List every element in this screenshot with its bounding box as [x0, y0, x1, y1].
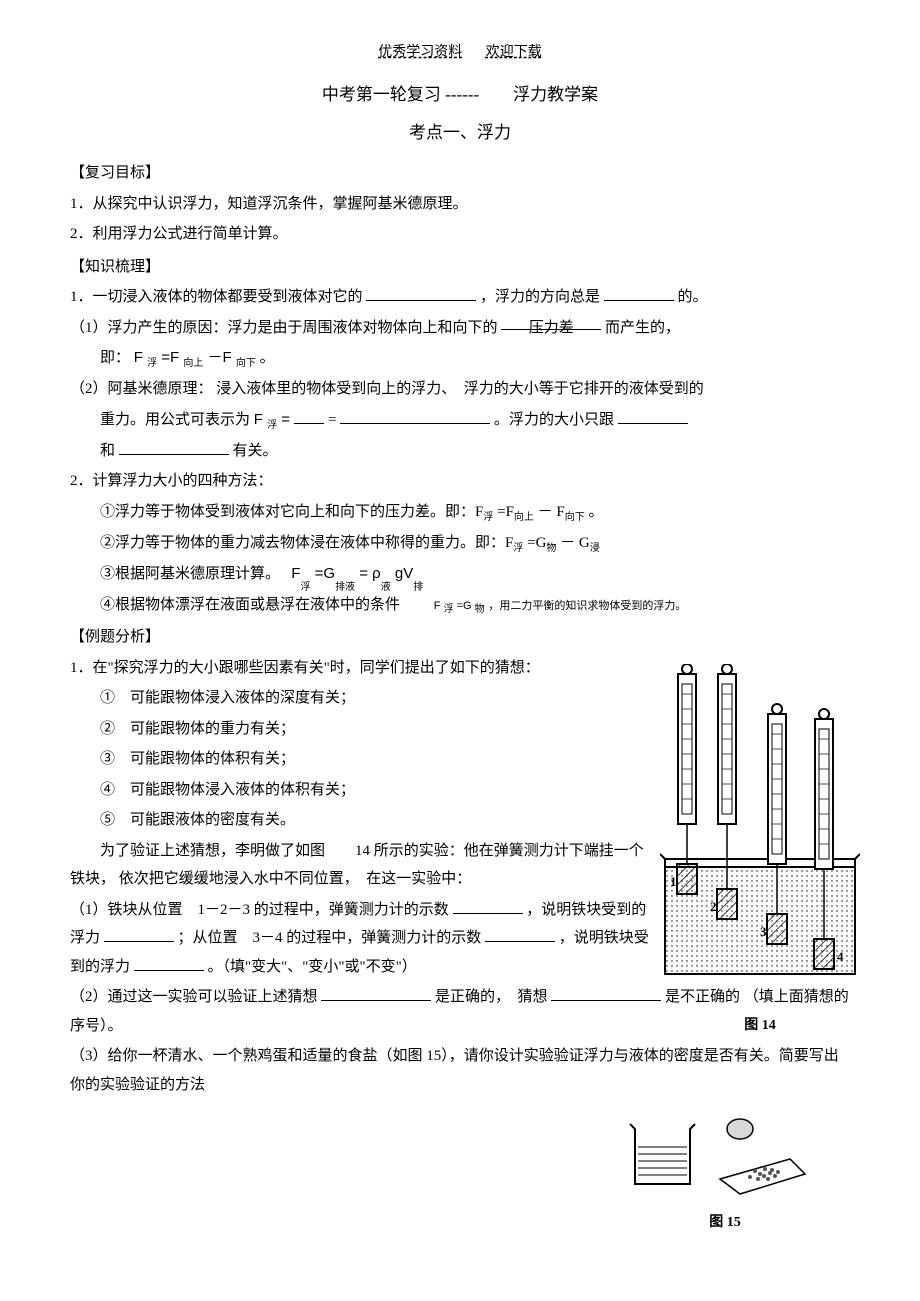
method-1: ①浮力等于物体受到液体对它向上和向下的压力差。即：F浮 =F向上 － F向下 。	[70, 498, 850, 527]
blank-fill[interactable]	[453, 898, 523, 914]
outline-p1-a: 1．一切浸入液体的物体都要受到液体对它的	[70, 289, 363, 305]
m1-c: － F	[538, 504, 565, 520]
outline-p3-b: 重力。用公式可表示为	[100, 412, 250, 428]
outline-p3-e: 有关。	[233, 443, 278, 459]
formula-lead: F 浮 =	[254, 411, 294, 428]
figure-15-label: 图 15	[640, 1210, 810, 1237]
svg-text:2: 2	[710, 899, 717, 914]
q1-opt-2: ② 可能跟物体的重力有关；	[70, 715, 650, 744]
svg-text:1: 1	[670, 874, 677, 889]
doc-title-1: 中考第一轮复习 ------ 浮力教学案	[70, 79, 850, 111]
blank-fill: 压力差	[501, 314, 601, 330]
blank-fill[interactable]	[485, 926, 555, 942]
outline-p2-line2: 即： F 浮 =F 向上 －F 向下 。	[70, 344, 850, 373]
m2-b: =G	[527, 535, 546, 551]
goals-heading: 【复习目标】	[70, 159, 850, 188]
q1-opt-1: ① 可能跟物体浸入液体的深度有关；	[70, 684, 650, 713]
eq-sign: =	[328, 412, 336, 428]
blank-fill[interactable]	[618, 408, 688, 424]
blank-fill[interactable]	[366, 285, 476, 301]
outline-p2-l2b: 。	[260, 350, 275, 366]
blank-fill[interactable]	[119, 439, 229, 455]
q1-p3a: （2）通过这一实验可以验证上述猜想	[70, 989, 318, 1005]
svg-text:4: 4	[837, 949, 844, 964]
q1-p2: （1）铁块从位置 1－2－3 的过程中，弹簧测力计的示数 ，说明铁块受到的浮力 …	[70, 896, 650, 982]
m4-b: ，用二力平衡的知识求物体受到的浮力。	[488, 600, 686, 612]
m1-a: ①浮力等于物体受到液体对它向上和向下的压力差。即：F	[100, 504, 483, 520]
outline-p2-l2a: 即：	[100, 350, 130, 366]
m2-c: － G	[560, 535, 590, 551]
q1-opt-3: ③ 可能跟物体的体积有关；	[70, 745, 650, 774]
m1-b: =F	[497, 504, 514, 520]
method-3: ③根据阿基米德原理计算。 F浮 =G排液 = ρ液 gV排	[70, 560, 850, 589]
examples-heading: 【例题分析】	[70, 623, 850, 652]
figure-15: 图 15	[70, 1109, 850, 1236]
q1-p2e: 。（填"变大"、"变小"或"不变"）	[208, 959, 417, 975]
m3-a: ③根据阿基米德原理计算。	[100, 566, 273, 582]
q1-p2c: ；从位置 3－4 的过程中，弹簧测力计的示数	[178, 930, 482, 946]
outline-p2-a: （1）浮力产生的原因：浮力是由于周围液体对物体向上和向下的	[70, 320, 498, 336]
m2-a: ②浮力等于物体的重力减去物体浸在液体中称得的重力。即：F	[100, 535, 513, 551]
goal-item-1: 1．从探究中认识浮力，知道浮沉条件，掌握阿基米德原理。	[70, 190, 850, 219]
q1-opt-5: ⑤ 可能跟液体的密度有关。	[70, 806, 650, 835]
blank-fill[interactable]	[604, 285, 674, 301]
goal-item-2: 2．利用浮力公式进行简单计算。	[70, 220, 850, 249]
q1-p4: （3）给你一杯清水、一个熟鸡蛋和适量的食盐（如图 15），请你设计实验验证浮力与…	[70, 1042, 850, 1099]
header-left: 优秀学习资料	[378, 45, 462, 60]
m4-formula: F 浮 =G 物	[434, 600, 485, 612]
doc-title-2: 考点一、浮力	[70, 117, 850, 149]
q1-p2a: （1）铁块从位置 1－2－3 的过程中，弹簧测力计的示数	[70, 902, 449, 918]
outline-p3-line3: 和 有关。	[70, 437, 850, 466]
blank-fill[interactable]	[134, 955, 204, 971]
blank-fill[interactable]	[340, 408, 490, 424]
m4-a: ④根据物体漂浮在液面或悬浮在液体中的条件	[100, 597, 400, 613]
outline-p2-b: 而产生的，	[605, 320, 680, 336]
figure-14: 1 2 3	[660, 664, 860, 1040]
outline-heading: 【知识梳理】	[70, 253, 850, 282]
q1-p3b: 是正确的， 猜想	[435, 989, 548, 1005]
m3-formula: F浮 =G排液 = ρ液 gV排	[291, 565, 423, 582]
method-2: ②浮力等于物体的重力减去物体浸在液体中称得的重力。即：F浮 =G物 － G浸	[70, 529, 850, 558]
m1-d: 。	[589, 504, 604, 520]
q1-opt-4: ④ 可能跟物体浸入液体的体积有关；	[70, 776, 650, 805]
figure-14-label: 图 14	[660, 1013, 860, 1040]
outline-p1: 1．一切浸入液体的物体都要受到液体对它的 ，浮力的方向总是 的。	[70, 283, 850, 312]
outline-p3: （2）阿基米德原理： 浸入液体里的物体受到向上的浮力、 浮力的大小等于它排开的液…	[70, 375, 850, 404]
q1-lead: 1．在"探究浮力的大小跟哪些因素有关"时，同学们提出了如下的猜想：	[70, 654, 650, 683]
outline-p3-line2: 重力。用公式可表示为 F 浮 = = 。浮力的大小只跟	[70, 406, 850, 435]
outline-p1-b: ，浮力的方向总是	[480, 289, 600, 305]
blank-fill[interactable]	[294, 408, 324, 424]
method-4: ④根据物体漂浮在液面或悬浮在液体中的条件 F 浮 =G 物 ，用二力平衡的知识求…	[70, 591, 850, 620]
outline-p3-d: 和	[100, 443, 115, 459]
outline-p3-c: 。浮力的大小只跟	[494, 412, 614, 428]
header-right: 欢迎下载	[486, 45, 542, 60]
outline-p4: 2．计算浮力大小的四种方法：	[70, 467, 850, 496]
blank-fill[interactable]	[321, 985, 431, 1001]
blank-fill[interactable]	[551, 985, 661, 1001]
outline-p2: （1）浮力产生的原因：浮力是由于周围液体对物体向上和向下的 压力差 而产生的，	[70, 314, 850, 343]
formula-buoy-diff: F 浮 =F 向上 －F 向下	[134, 349, 256, 366]
svg-text:3: 3	[760, 924, 767, 939]
blank-fill[interactable]	[104, 926, 174, 942]
outline-p1-c: 的。	[678, 289, 708, 305]
q1-p1: 为了验证上述猜想，李明做了如图 14 所示的实验：他在弹簧测力计下端挂一个铁块，…	[70, 837, 650, 894]
